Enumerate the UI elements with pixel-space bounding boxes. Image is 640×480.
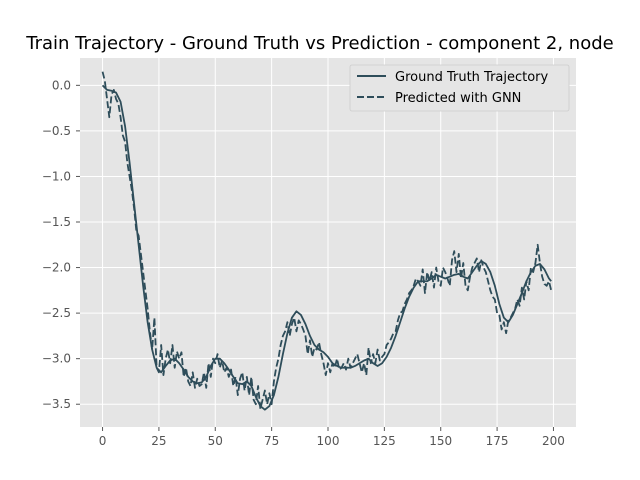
y-tick-label: −2.5 [42, 306, 71, 320]
x-tick-label: 150 [429, 434, 452, 448]
series-line-predicted [101, 71, 553, 410]
y-tick-label: −0.5 [42, 124, 71, 138]
y-tick-label: −2.0 [42, 261, 71, 275]
y-tick-label: −1.0 [42, 169, 71, 183]
x-tick-label: 125 [373, 434, 396, 448]
x-tick-label: 0 [99, 434, 107, 448]
x-tick-label: 175 [486, 434, 509, 448]
x-tick-label: 25 [151, 434, 166, 448]
legend-box [349, 64, 570, 112]
x-tick-label: 200 [542, 434, 565, 448]
x-tick-label: 75 [264, 434, 279, 448]
y-tick-label: 0.0 [52, 78, 71, 92]
axis-ticks: 0 25 50 75 100 125 150 175 200 0.0 −0.5 −1.0 −1.5 −2.… [42, 78, 565, 448]
y-tick-label: −1.5 [42, 215, 71, 229]
series-lines [101, 71, 553, 411]
legend-label-predicted: Predicted with GNN [395, 91, 521, 106]
y-tick-label: −3.0 [42, 352, 71, 366]
legend: Ground Truth Trajectory Predicted with G… [349, 64, 570, 112]
x-tick-label: 100 [317, 434, 340, 448]
y-tick-label: −3.5 [42, 397, 71, 411]
chart-title: Train Trajectory - Ground Truth vs Predi… [25, 33, 613, 54]
legend-label-ground-truth: Ground Truth Trajectory [395, 70, 549, 85]
x-tick-label: 50 [208, 434, 223, 448]
